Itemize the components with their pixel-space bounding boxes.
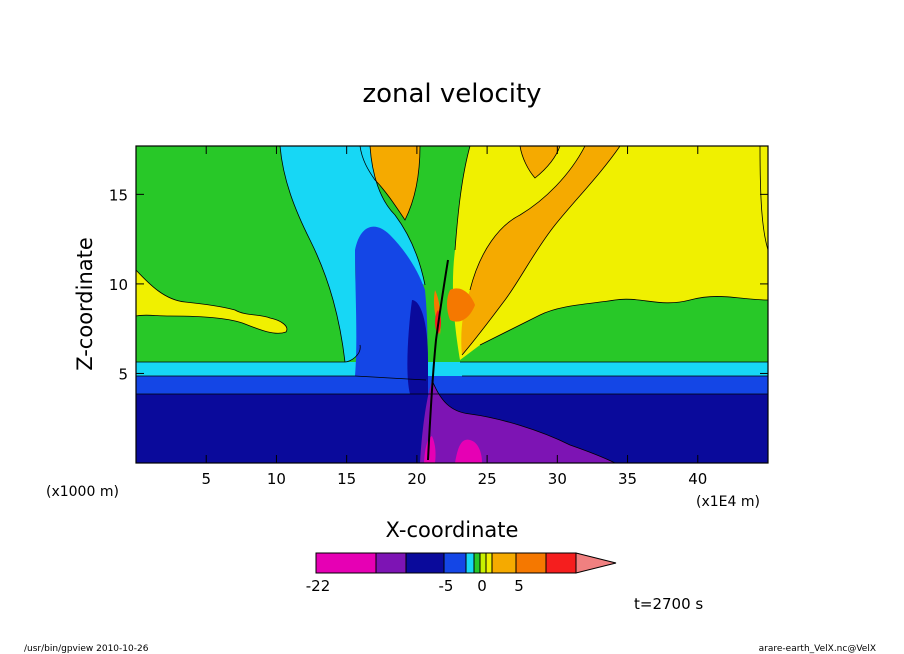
colorbar-cell-3 (443, 552, 467, 574)
field-magenta2 (424, 436, 436, 463)
colorbar-cell-10 (545, 552, 577, 574)
x-tick-label-5: 30 (548, 470, 567, 488)
time-label: t=2700 s (634, 595, 703, 613)
field-cyan-band (136, 362, 768, 376)
colorbar-ticks: -22 -5 0 5 (306, 577, 524, 595)
colorbar-cell-7 (485, 552, 493, 574)
colorbar-tick-label-3: 5 (514, 577, 524, 595)
colorbar-cell-9 (515, 552, 547, 574)
colorbar-cell-2 (405, 552, 445, 574)
field-darkblue-column (407, 300, 428, 394)
colorbar-cell-5 (473, 552, 481, 574)
x-axis-ticks: 5 10 15 20 25 30 35 40 (201, 146, 707, 488)
field-darkorange-core2 (447, 288, 475, 322)
colorbar-cell-4 (465, 552, 475, 574)
y-tick-label-0: 5 (118, 365, 128, 383)
colorbar-cell-0 (315, 552, 377, 574)
x-unit-left: (x1000 m) (46, 484, 119, 500)
field-cyan (280, 146, 425, 362)
y-axis-ticks: 5 10 15 (109, 186, 768, 383)
front-line (427, 259, 449, 461)
x-tick-label-0: 5 (201, 470, 211, 488)
footer-left: /usr/bin/gpview 2010-10-26 (24, 644, 149, 654)
contour-field (136, 146, 768, 463)
y-axis-label: Z-coordinate (73, 237, 97, 371)
field-orange-top (360, 146, 420, 220)
field-orange-plume (461, 146, 620, 355)
colorbar-cell-1 (375, 552, 407, 574)
field-yellow-right (452, 146, 768, 360)
field-yellow-left (136, 270, 287, 334)
colorbar-cell-6 (479, 552, 487, 574)
colorbar-arrow (575, 552, 617, 574)
field-magenta (455, 439, 482, 463)
x-tick-label-3: 20 (407, 470, 426, 488)
y-tick-label-2: 15 (109, 186, 128, 204)
y-tick-label-1: 10 (109, 276, 128, 294)
chart-title: zonal velocity (362, 79, 541, 109)
colorbar-tick-label-0: -22 (306, 577, 331, 595)
x-tick-label-4: 25 (478, 470, 497, 488)
x-tick-label-7: 40 (688, 470, 707, 488)
contour-lines (136, 146, 768, 463)
x-tick-label-1: 10 (267, 470, 286, 488)
x-axis-label: X-coordinate (386, 518, 519, 542)
x-unit-right: (x1E4 m) (696, 494, 760, 510)
colorbar-tick-label-2: 0 (477, 577, 487, 595)
plot-frame (135, 145, 769, 464)
field-blue-band (136, 376, 768, 394)
x-tick-label-6: 35 (618, 470, 637, 488)
colorbar-cell-8 (491, 552, 517, 574)
x-tick-label-2: 15 (337, 470, 356, 488)
colorbar-tick-label-1: -5 (439, 577, 454, 595)
colorbar (315, 552, 617, 574)
footer-right: arare-earth_VelX.nc@VelX (759, 644, 876, 654)
field-orange-top2 (520, 146, 560, 178)
